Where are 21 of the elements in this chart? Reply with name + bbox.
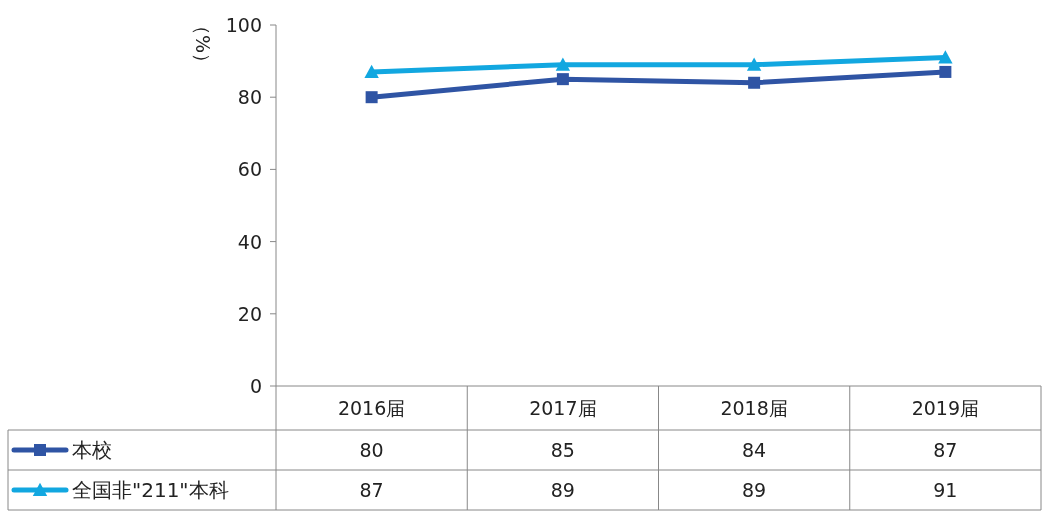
data-label: 80: [359, 439, 384, 461]
data-label: 84: [742, 439, 767, 461]
y-tick-label: 20: [237, 302, 262, 325]
x-tick-label: 2017届: [529, 397, 597, 419]
legend-label: 全国非"211"本科: [72, 478, 229, 502]
y-tick-label: 100: [225, 14, 262, 36]
y-tick-label: 0: [249, 375, 262, 397]
x-tick-label: 2019届: [911, 397, 980, 419]
data-label: 85: [550, 439, 575, 461]
y-tick-label: 40: [237, 230, 262, 253]
data-label: 87: [359, 479, 384, 501]
x-tick-label: 2018届: [720, 397, 788, 419]
data-label: 89: [742, 479, 767, 501]
data-label: 89: [550, 479, 575, 501]
data-label: 87: [933, 439, 958, 461]
legend-label: 本校: [72, 438, 112, 462]
y-tick-label: 80: [237, 86, 262, 109]
x-tick-label: 2016届: [337, 397, 406, 419]
y-axis-title: （%）: [192, 15, 214, 73]
y-tick-label: 60: [237, 158, 262, 181]
data-label: 91: [933, 479, 958, 501]
